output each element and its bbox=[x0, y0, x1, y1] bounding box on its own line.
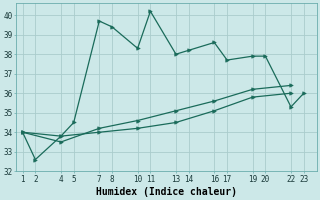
X-axis label: Humidex (Indice chaleur): Humidex (Indice chaleur) bbox=[96, 186, 237, 197]
